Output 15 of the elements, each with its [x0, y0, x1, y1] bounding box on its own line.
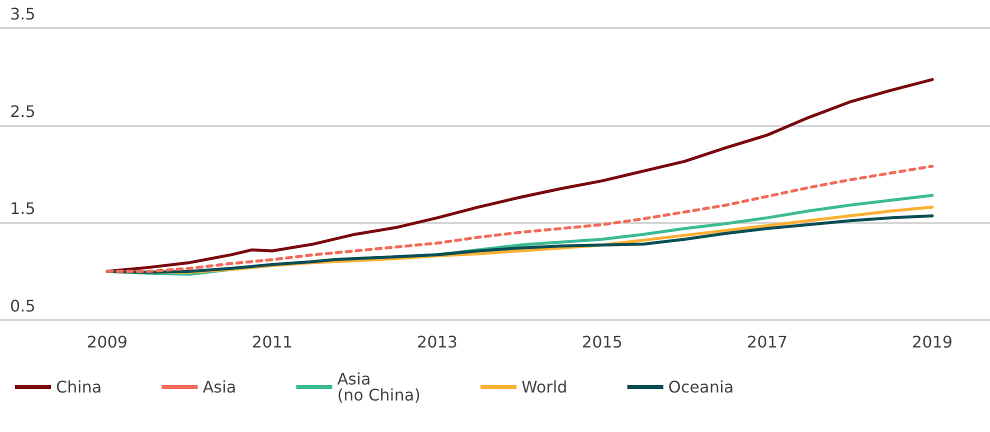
x-tick-label: 2019 — [912, 332, 953, 352]
y-tick-label: 0.5 — [10, 296, 36, 316]
legend-label: Oceania — [668, 378, 734, 396]
y-tick-label: 1.5 — [10, 199, 36, 218]
x-tick-label: 2011 — [252, 332, 293, 352]
x-tick-label: 2015 — [582, 332, 623, 352]
y-tick-label: 3.5 — [10, 4, 36, 24]
x-tick-label: 2017 — [746, 332, 788, 352]
x-tick-label: 2013 — [416, 332, 458, 352]
x-tick-label: 2009 — [86, 332, 128, 352]
y-tick-label: 2.5 — [10, 102, 36, 121]
legend-label: Asia (no China) — [337, 370, 420, 404]
legend-label: Asia — [202, 378, 236, 396]
legend-label: World — [521, 378, 568, 396]
legend-label: China — [56, 378, 102, 396]
